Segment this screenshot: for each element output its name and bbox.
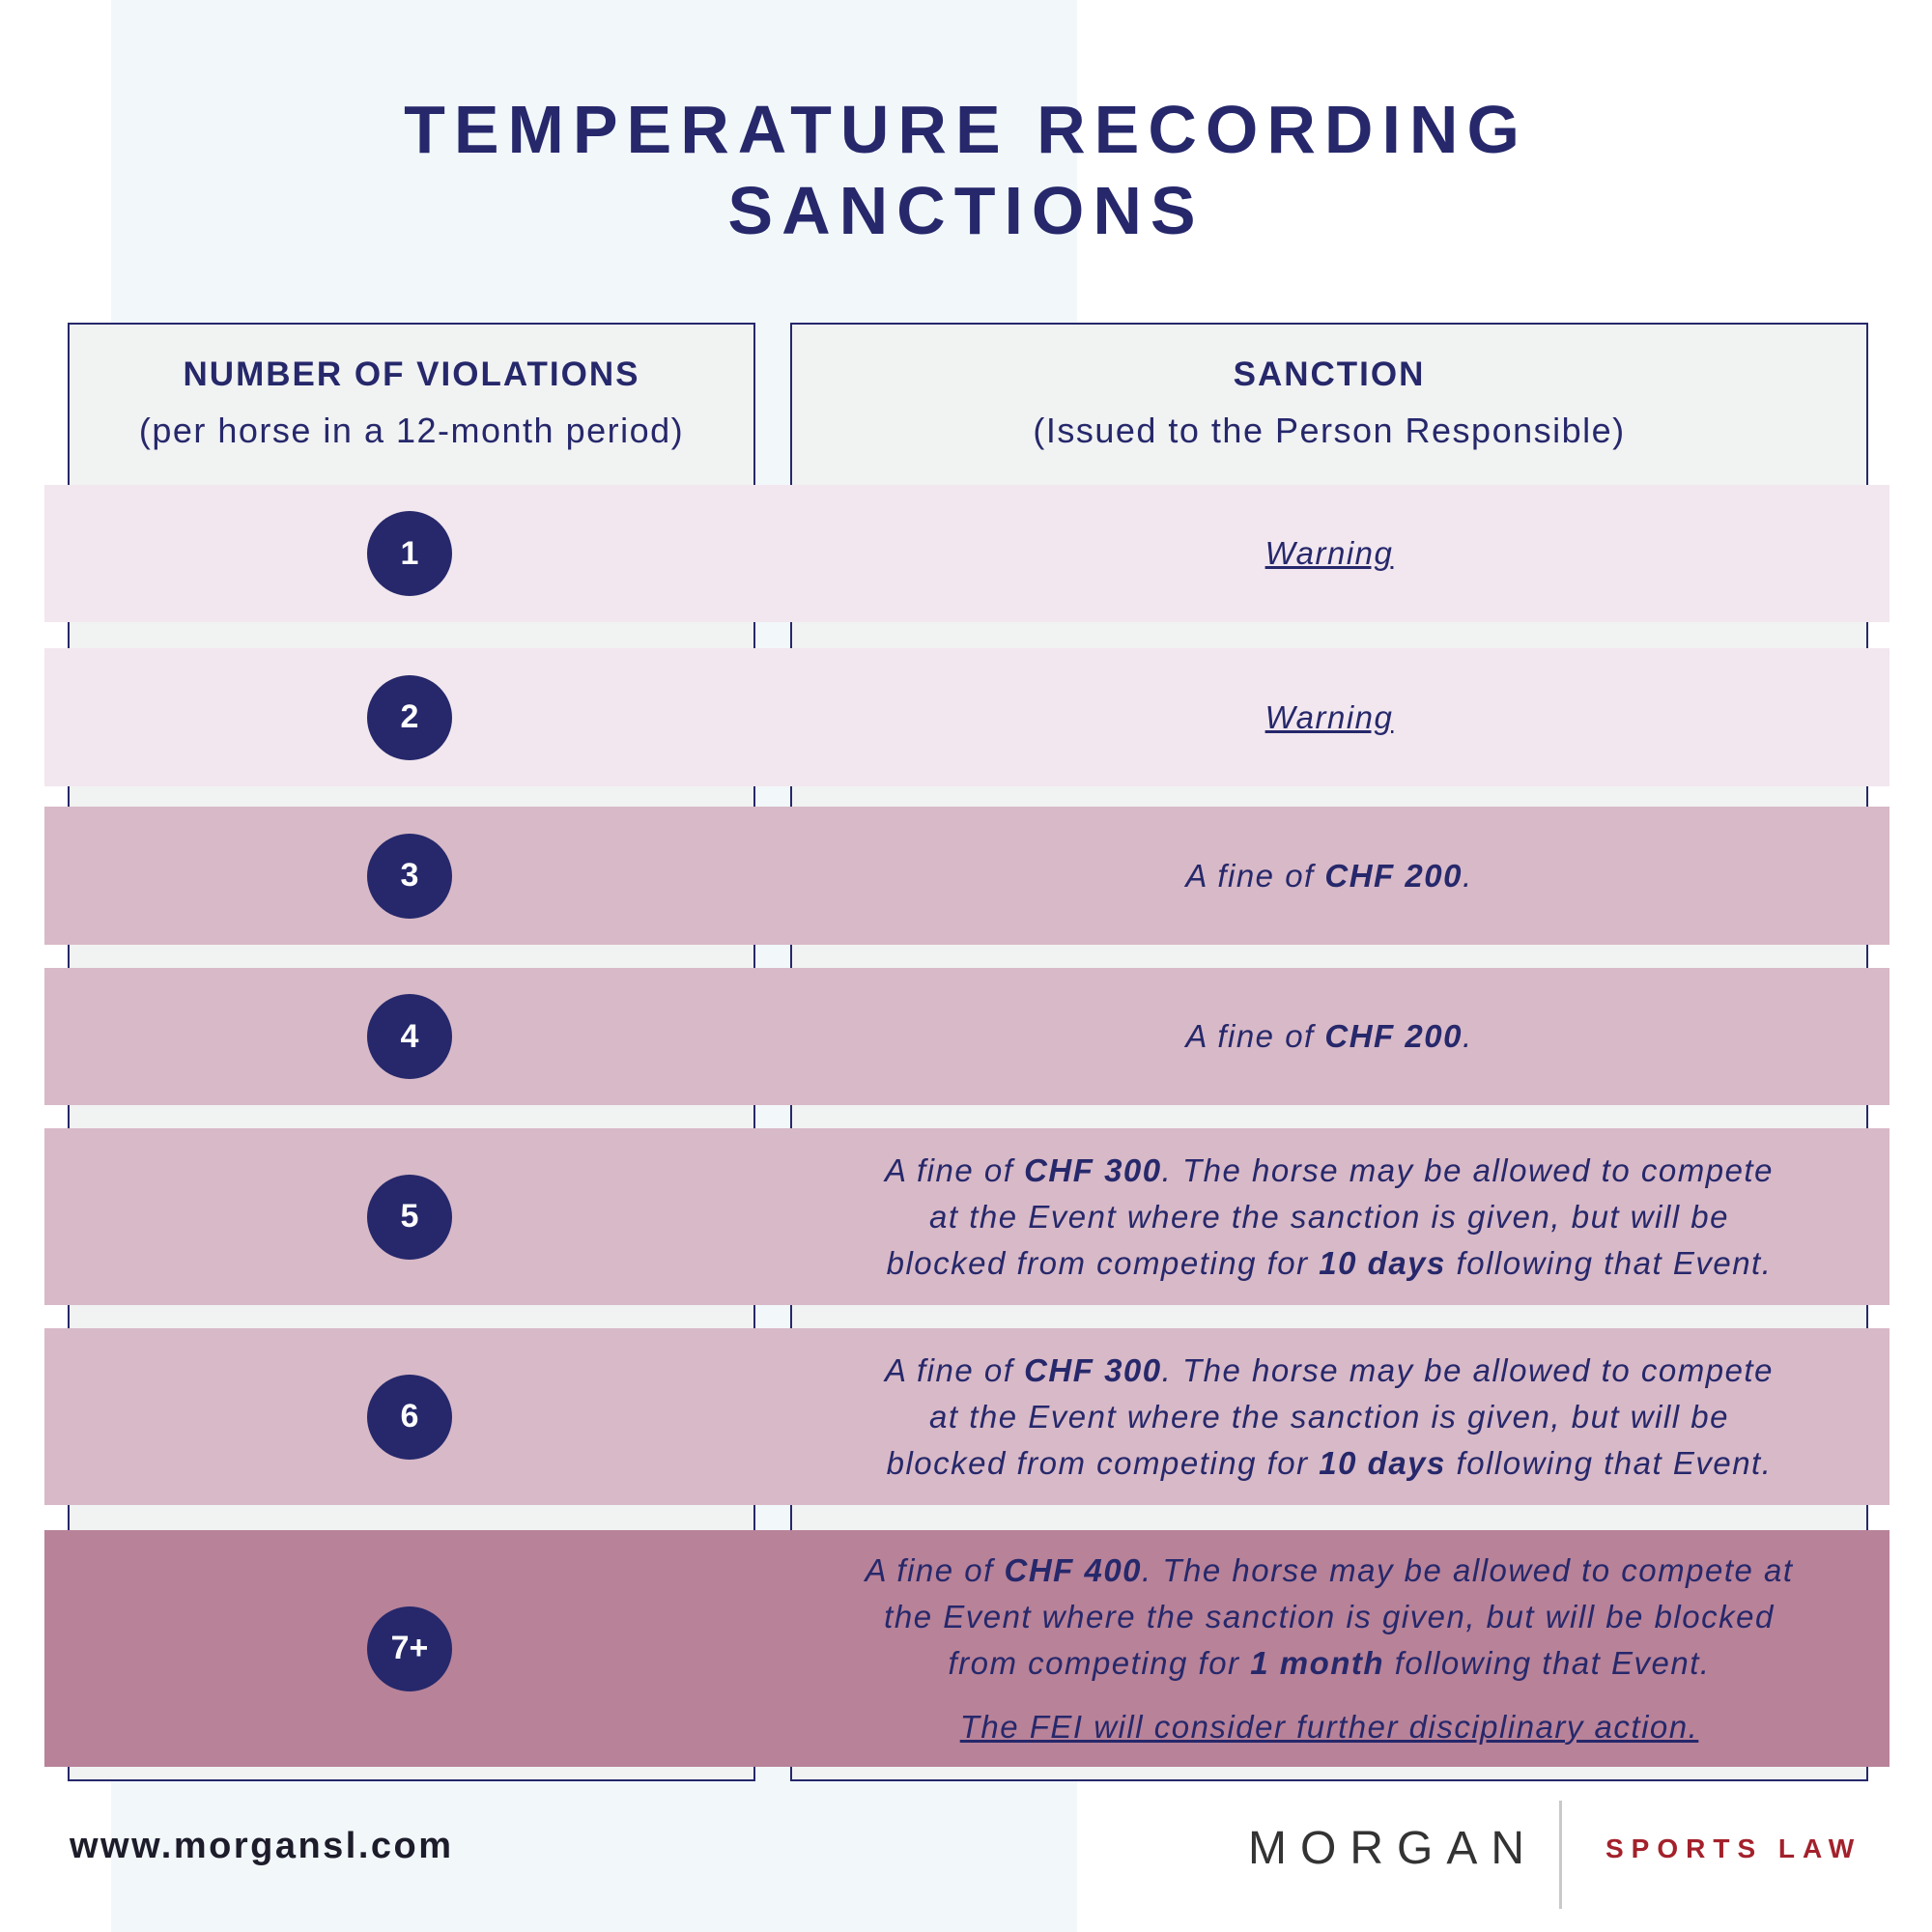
sanction-duration: 10 days (1319, 1444, 1446, 1481)
violation-number-cell: 1 (44, 485, 775, 622)
table-row: 7+ A fine of CHF 400. The horse may be a… (44, 1530, 1889, 1767)
table-row: 2 Warning (44, 648, 1889, 786)
sanction-text-line-3: from competing for 1 month following tha… (948, 1640, 1710, 1687)
sanction-text-line-3: blocked from competing for 10 days follo… (887, 1240, 1773, 1287)
sanction-text-part: A fine of (1185, 1018, 1325, 1054)
page-title: TEMPERATURE RECORDING SANCTIONS (0, 89, 1932, 251)
sanction-header: SANCTION (Issued to the Person Responsib… (790, 323, 1868, 485)
sanction-warning: Warning (1264, 698, 1394, 735)
sanction-text-part: . (1462, 857, 1473, 894)
violation-number-cell: 5 (44, 1128, 775, 1305)
sanction-amount: CHF 200 (1324, 1018, 1463, 1054)
sanction-text-part: . The horse may be allowed to compete (1161, 1151, 1774, 1188)
sanction-text-part: . (1462, 1018, 1473, 1054)
brand-divider (1559, 1801, 1562, 1909)
table-row: 3 A fine of CHF 200. (44, 807, 1889, 945)
violation-number-cell: 4 (44, 968, 775, 1105)
sanction-cell: Warning (790, 485, 1868, 622)
sanction-cell: Warning (790, 648, 1868, 786)
sanction-text-line-3: blocked from competing for 10 days follo… (887, 1440, 1773, 1487)
table-row: 5 A fine of CHF 300. The horse may be al… (44, 1128, 1889, 1305)
sanction-text-line-2: the Event where the sanction is given, b… (884, 1598, 1775, 1634)
sanction-cell: A fine of CHF 300. The horse may be allo… (790, 1328, 1868, 1505)
sanction-cell: A fine of CHF 400. The horse may be allo… (790, 1530, 1868, 1767)
sanction-text-part: . The horse may be allowed to compete at (1142, 1551, 1794, 1588)
violation-number-cell: 6 (44, 1328, 775, 1505)
website-link[interactable]: www.morgansl.com (70, 1826, 454, 1866)
violations-header-title: NUMBER OF VIOLATIONS (183, 355, 640, 393)
sanction-amount: CHF 300 (1024, 1151, 1162, 1188)
brand-logo-subtitle: SPORTS LAW (1605, 1833, 1862, 1863)
sanction-duration: 1 month (1250, 1644, 1385, 1681)
sanction-text-part: . The horse may be allowed to compete (1161, 1351, 1774, 1388)
sanction-text-part: following that Event. (1445, 1444, 1773, 1481)
violation-number-badge: 5 (367, 1174, 452, 1260)
sanction-text-part: A fine of (1185, 857, 1325, 894)
table-row: 1 Warning (44, 485, 1889, 622)
disciplinary-note: The FEI will consider further disciplina… (959, 1708, 1699, 1745)
sanction-text-part: following that Event. (1445, 1244, 1773, 1281)
violation-number-cell: 2 (44, 648, 775, 786)
sanction-text: A fine of CHF 200. (1185, 1013, 1472, 1060)
violations-header-subtitle: (per horse in a 12-month period) (138, 411, 685, 450)
violation-number-cell: 3 (44, 807, 775, 945)
sanction-text-line-2: at the Event where the sanction is given… (929, 1198, 1729, 1235)
sanction-text-part: from competing for (948, 1644, 1251, 1681)
sanction-text-part: following that Event. (1384, 1644, 1711, 1681)
sanction-text-part: blocked from competing for (886, 1244, 1320, 1281)
title-line-1: TEMPERATURE RECORDING (404, 92, 1528, 167)
sanction-text-part: A fine of (865, 1551, 1005, 1588)
sanction-amount: CHF 200 (1324, 857, 1463, 894)
table-row: 6 A fine of CHF 300. The horse may be al… (44, 1328, 1889, 1505)
title-line-2: SANCTIONS (727, 173, 1205, 248)
sanction-text-part: blocked from competing for (886, 1444, 1320, 1481)
sanction-cell: A fine of CHF 200. (790, 968, 1868, 1105)
sanction-text-part: A fine of (885, 1351, 1025, 1388)
sanction-cell: A fine of CHF 300. The horse may be allo… (790, 1128, 1868, 1305)
violation-number-badge: 7+ (367, 1605, 452, 1691)
sanction-amount: CHF 300 (1024, 1351, 1162, 1388)
violations-header: NUMBER OF VIOLATIONS (per horse in a 12-… (68, 323, 755, 485)
sanction-amount: CHF 400 (1004, 1551, 1143, 1588)
sanction-header-title: SANCTION (1233, 355, 1426, 393)
table-row: 4 A fine of CHF 200. (44, 968, 1889, 1105)
brand-logo-wordmark: MORGAN (1248, 1823, 1538, 1874)
violation-number-badge: 3 (367, 833, 452, 919)
sanction-text-line-1: A fine of CHF 400. The horse may be allo… (865, 1548, 1793, 1594)
sanction-header-subtitle: (Issued to the Person Responsible) (1033, 411, 1626, 450)
sanction-text: A fine of CHF 200. (1185, 853, 1472, 899)
sanction-warning: Warning (1264, 535, 1394, 571)
sanction-text-line-1: A fine of CHF 300. The horse may be allo… (885, 1348, 1774, 1394)
violation-number-cell: 7+ (44, 1530, 775, 1767)
sanction-duration: 10 days (1319, 1244, 1446, 1281)
violation-number-badge: 4 (367, 994, 452, 1079)
sanction-cell: A fine of CHF 200. (790, 807, 1868, 945)
violation-number-badge: 2 (367, 674, 452, 760)
violation-number-badge: 1 (367, 511, 452, 596)
sanction-text-line-2: at the Event where the sanction is given… (929, 1398, 1729, 1435)
violation-number-badge: 6 (367, 1374, 452, 1460)
sanction-text-part: A fine of (885, 1151, 1025, 1188)
sanction-text-line-1: A fine of CHF 300. The horse may be allo… (885, 1148, 1774, 1194)
